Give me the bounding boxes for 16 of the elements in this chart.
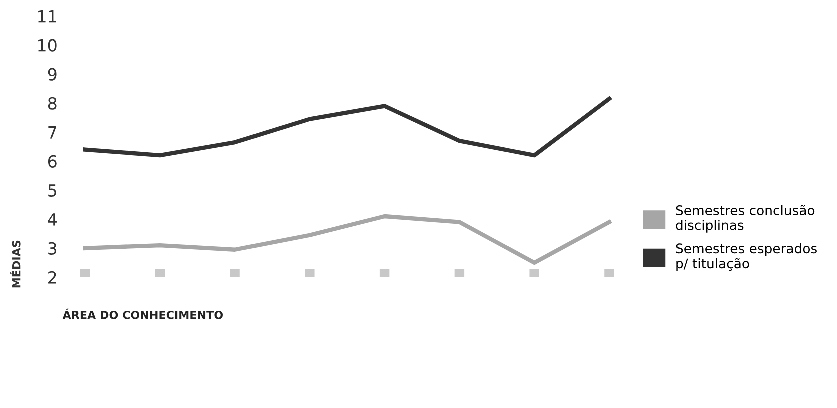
- y-axis-title: MÉDIAS: [10, 240, 21, 288]
- line-series: [83, 96, 612, 158]
- y-tick-label: 9: [48, 68, 57, 81]
- y-tick-label: 8: [48, 97, 57, 110]
- y-tick-label: 2: [48, 271, 56, 284]
- legend-label: Semestres esperados p/ titulação: [676, 243, 817, 272]
- y-tick-label: 6: [48, 155, 57, 168]
- y-tick-label: 4: [48, 214, 57, 226]
- y-tick-label: 3: [48, 242, 57, 255]
- y-tick-label: 11: [38, 10, 56, 23]
- y-tick-label: 7: [48, 126, 56, 139]
- x-axis-title: ÁREA DO CONHECIMENTO: [62, 308, 224, 320]
- y-tick-label: 5: [48, 184, 56, 197]
- y-tick-label: 10: [38, 39, 57, 52]
- line-series: [83, 214, 612, 266]
- legend-label: Semestres conclusão disciplinas: [676, 205, 815, 233]
